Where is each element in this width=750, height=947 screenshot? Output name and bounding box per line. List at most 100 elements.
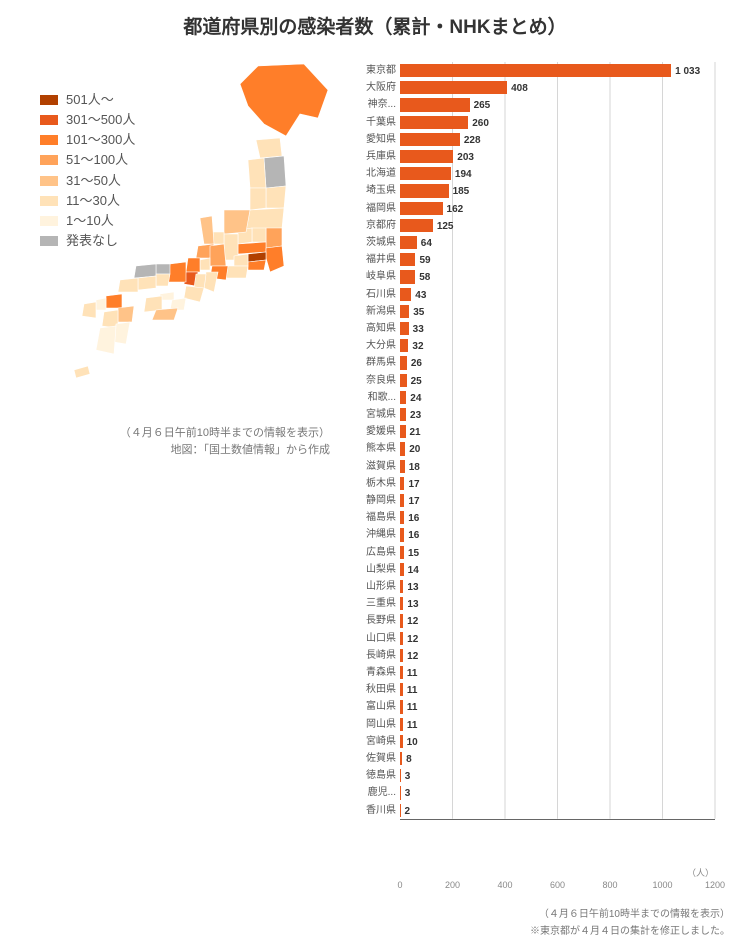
bar-label: 岡山県 [354, 716, 396, 733]
bar-value: 12 [407, 614, 418, 630]
bar: 21 [400, 425, 406, 438]
map-caption-line1: （４月６日午前10時半までの情報を表示） [40, 425, 330, 442]
bar-row: 高知県33 [400, 320, 715, 337]
bar: 35 [400, 305, 409, 318]
bar-label: 埼玉県 [354, 182, 396, 199]
bar-value: 1 033 [675, 64, 700, 80]
footnote-line1: （４月６日午前10時半までの情報を表示） [539, 905, 730, 920]
map-region [226, 266, 248, 278]
bar-label: 北海道 [354, 165, 396, 182]
bar-label: 熊本県 [354, 440, 396, 457]
map-region [184, 286, 204, 302]
bar: 11 [400, 700, 403, 713]
bar: 8 [400, 752, 402, 765]
legend-swatch [40, 196, 58, 206]
bar-value: 58 [419, 270, 430, 286]
bar-chart: 東京都1 033大阪府408神奈...265千葉県260愛知県228兵庫県203… [360, 62, 720, 907]
map-region [234, 254, 248, 266]
bar-label: 栃木県 [354, 475, 396, 492]
bar: 58 [400, 270, 415, 283]
bar-row: 愛知県228 [400, 131, 715, 148]
x-tick-label: 1000 [652, 880, 672, 890]
bar: 162 [400, 202, 443, 215]
bar: 203 [400, 150, 453, 163]
map-region [256, 138, 282, 158]
bar-label: 長野県 [354, 612, 396, 629]
bar-row: 新潟県35 [400, 303, 715, 320]
bar-label: 山口県 [354, 630, 396, 647]
map-region [118, 306, 134, 322]
bar: 1 033 [400, 64, 671, 77]
map-region [74, 366, 90, 378]
bar-row: 神奈...265 [400, 96, 715, 113]
bar: 25 [400, 374, 407, 387]
bar: 23 [400, 408, 406, 421]
bar: 3 [400, 769, 401, 782]
bar-row: 千葉県260 [400, 114, 715, 131]
bar-value: 162 [447, 202, 464, 218]
bar-label: 福岡県 [354, 200, 396, 217]
bar-label: 石川県 [354, 286, 396, 303]
bar-label: 山梨県 [354, 561, 396, 578]
map-region [152, 308, 178, 320]
page-title: 都道府県別の感染者数（累計・NHKまとめ） [0, 12, 750, 39]
bar-value: 33 [413, 322, 424, 338]
map-region [252, 228, 266, 242]
x-tick-label: 200 [445, 880, 460, 890]
page: 都道府県別の感染者数（累計・NHKまとめ） 501人～301～500人101～3… [0, 0, 750, 947]
bar-row: 秋田県11 [400, 681, 715, 698]
x-tick-label: 0 [397, 880, 402, 890]
map-region [168, 262, 186, 282]
bar-label: 佐賀県 [354, 750, 396, 767]
bar-value: 12 [407, 649, 418, 665]
bar: 13 [400, 580, 403, 593]
bar: 64 [400, 236, 417, 249]
bar-label: 新潟県 [354, 303, 396, 320]
bar-value: 26 [411, 356, 422, 372]
bar-row: 長崎県12 [400, 647, 715, 664]
bar: 15 [400, 546, 404, 559]
bar-row: 茨城県64 [400, 234, 715, 251]
bar: 408 [400, 81, 507, 94]
bar-row: 石川県43 [400, 286, 715, 303]
bar: 10 [400, 735, 403, 748]
bar: 43 [400, 288, 411, 301]
bar-label: 沖縄県 [354, 526, 396, 543]
map-region [248, 158, 266, 188]
bar-value: 35 [413, 305, 424, 321]
bar-label: 三重県 [354, 595, 396, 612]
japan-map [60, 60, 340, 390]
bar-value: 13 [407, 597, 418, 613]
map-region [114, 322, 130, 344]
bar-row: 大分県32 [400, 337, 715, 354]
bar: 20 [400, 442, 405, 455]
map-region [264, 156, 286, 188]
bar: 185 [400, 184, 449, 197]
legend-swatch [40, 176, 58, 186]
bar: 260 [400, 116, 468, 129]
bar-label: 京都府 [354, 217, 396, 234]
bar-value: 20 [409, 442, 420, 458]
bar: 17 [400, 494, 404, 507]
map-region [156, 274, 170, 286]
bar-label: 滋賀県 [354, 458, 396, 475]
bar: 33 [400, 322, 409, 335]
bar-label: 長崎県 [354, 647, 396, 664]
bar: 194 [400, 167, 451, 180]
bar-row: 埼玉県185 [400, 182, 715, 199]
bar-row: 福島県16 [400, 509, 715, 526]
bar-row: 静岡県17 [400, 492, 715, 509]
bar: 2 [400, 804, 401, 817]
bar-row: 宮崎県10 [400, 733, 715, 750]
bar-label: 愛媛県 [354, 423, 396, 440]
bar-value: 3 [405, 786, 411, 802]
bar-row: 群馬県26 [400, 354, 715, 371]
bar-value: 18 [409, 460, 420, 476]
bar-row: 宮城県23 [400, 406, 715, 423]
bar-value: 25 [411, 374, 422, 390]
bar-value: 408 [511, 81, 528, 97]
x-tick-label: 600 [550, 880, 565, 890]
bar-value: 11 [407, 718, 418, 734]
bar: 11 [400, 683, 403, 696]
map-region [106, 294, 122, 308]
